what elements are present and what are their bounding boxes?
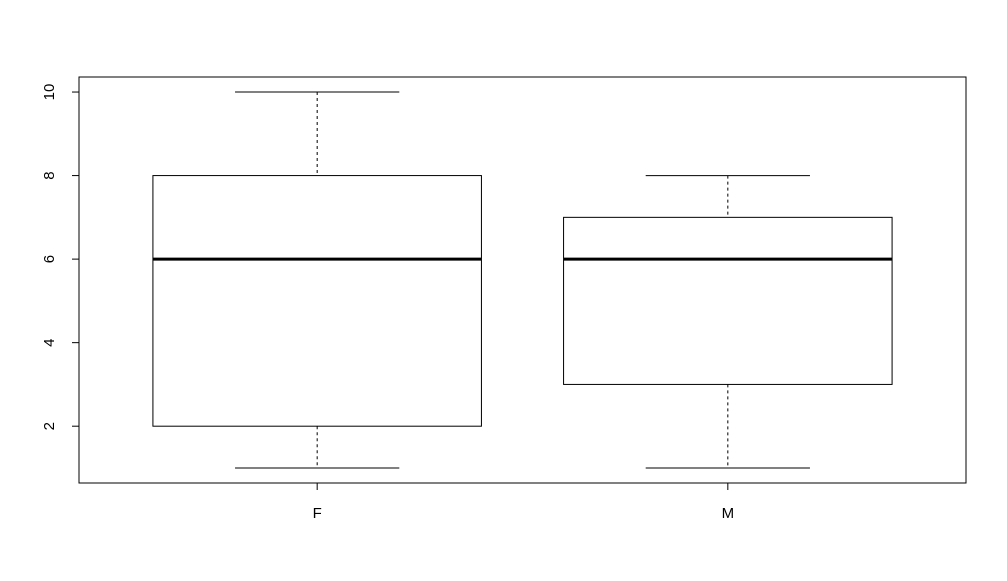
x-tick-label: F [313, 505, 322, 522]
y-tick-label: 6 [41, 255, 58, 263]
y-tick-label: 8 [41, 171, 58, 179]
y-tick-label: 2 [41, 422, 58, 430]
box-F [152, 91, 482, 469]
y-tick-label: 4 [41, 338, 58, 346]
box-M [563, 175, 893, 469]
iqr-box [152, 175, 482, 427]
iqr-box [563, 216, 893, 385]
x-tick-label: M [722, 505, 735, 522]
y-axis: 2 4 6 8 10 [41, 84, 80, 430]
y-tick-label: 10 [41, 84, 58, 101]
